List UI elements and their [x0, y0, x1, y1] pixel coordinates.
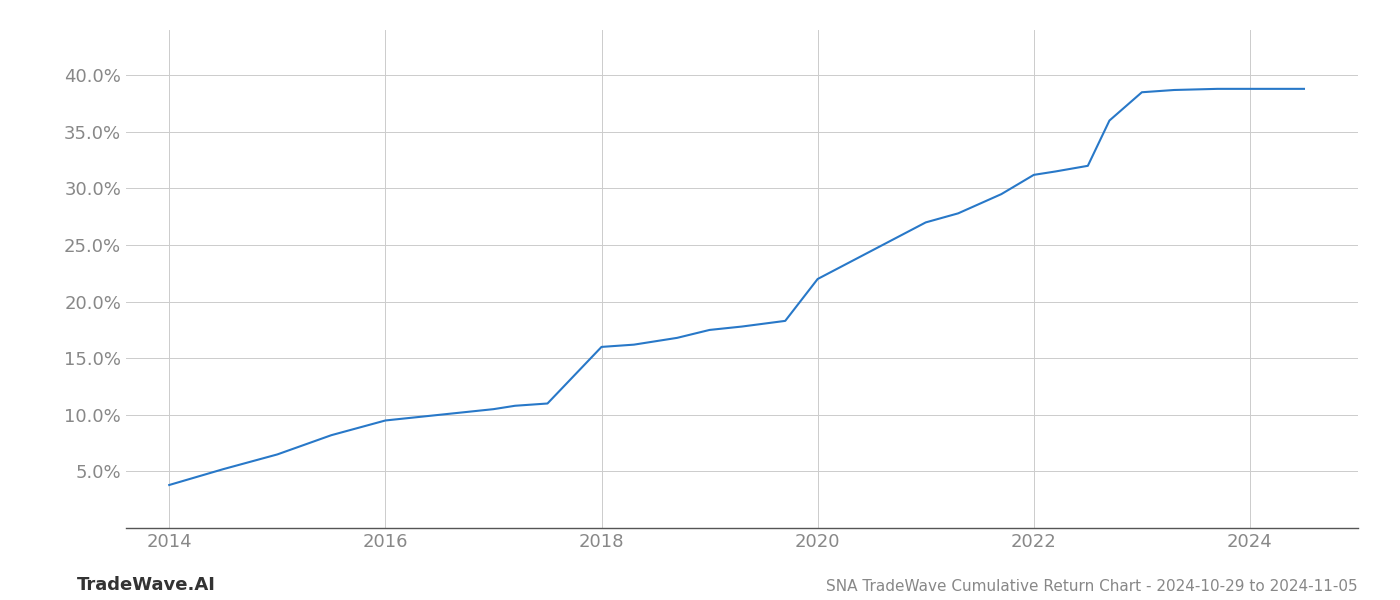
Text: TradeWave.AI: TradeWave.AI	[77, 576, 216, 594]
Text: SNA TradeWave Cumulative Return Chart - 2024-10-29 to 2024-11-05: SNA TradeWave Cumulative Return Chart - …	[826, 579, 1358, 594]
